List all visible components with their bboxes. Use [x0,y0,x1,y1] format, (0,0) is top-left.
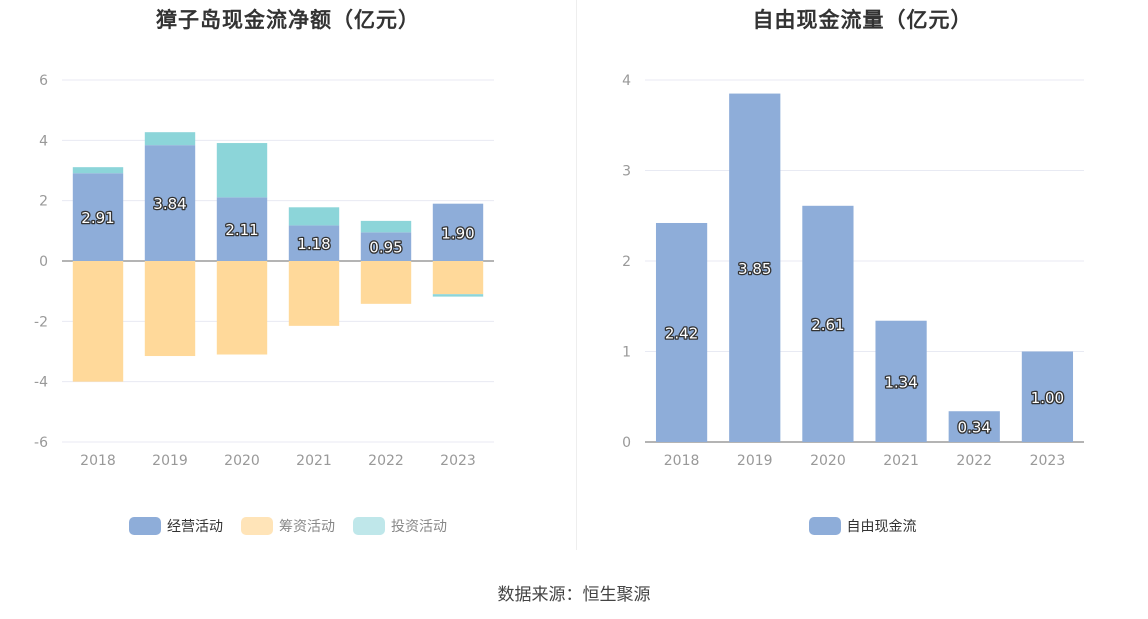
legend-item-operating[interactable]: 经营活动 [129,516,223,536]
x-tick-label: 2022 [956,453,992,469]
bar-financing[interactable] [216,261,268,355]
x-tick-label: 2018 [664,453,700,469]
bar-financing[interactable] [360,261,412,304]
legend-item-investing[interactable]: 投资活动 [353,516,447,536]
bar-data-label: 0.34 [958,419,991,437]
legend-swatch-financing [241,517,273,535]
y-tick-label: 1 [622,345,631,361]
y-tick-label: -4 [34,375,48,391]
x-tick-label: 2022 [368,453,404,469]
legend-label-operating: 经营活动 [167,519,223,535]
legend: 自由现金流 [577,516,1148,536]
y-tick-label: 6 [39,73,48,89]
bar-data-label: 2.61 [811,316,844,334]
bar-data-label: 3.85 [738,260,771,278]
legend-swatch-fcf [808,517,841,535]
y-tick-label: 3 [622,164,631,180]
y-tick-label: 2 [39,194,48,210]
x-tick-label: 2021 [883,453,919,469]
panel-divider [576,0,577,550]
bar-financing[interactable] [288,261,340,326]
bar-fcf[interactable] [802,205,854,442]
bar-data-label: 3.84 [153,195,186,213]
bar-operating[interactable] [72,173,124,261]
bar-data-label: 0.95 [369,239,402,257]
bar-investing[interactable] [288,207,340,226]
bar-operating[interactable] [432,203,484,261]
legend-item-financing[interactable]: 筹资活动 [241,516,335,536]
bar-fcf[interactable] [729,93,781,442]
bar-operating[interactable] [144,145,196,261]
bar-investing[interactable] [72,167,124,174]
chart-title: 自由现金流量（亿元） [752,8,973,32]
legend-label-investing: 投资活动 [391,519,447,535]
x-tick-label: 2023 [1030,453,1066,469]
y-tick-label: 4 [622,73,631,89]
x-tick-label: 2023 [440,453,476,469]
bar-financing[interactable] [72,261,124,382]
bar-financing[interactable] [144,261,196,357]
legend-label-financing: 筹资活动 [279,519,335,535]
legend: 经营活动 筹资活动 投资活动 [0,516,576,536]
y-tick-label: 0 [39,254,48,270]
x-tick-label: 2018 [80,453,116,469]
bar-data-label: 1.34 [884,373,917,391]
bar-data-label: 2.91 [81,209,114,227]
bar-operating[interactable] [360,232,412,261]
data-source: 数据来源：恒生聚源 [497,585,651,605]
y-tick-label: -2 [34,314,48,330]
legend-swatch-investing [353,517,385,535]
x-tick-label: 2019 [737,453,773,469]
x-tick-label: 2020 [224,453,260,469]
bar-operating[interactable] [288,225,340,261]
bar-financing[interactable] [432,261,484,295]
bar-operating[interactable] [216,197,268,261]
legend-item-fcf[interactable]: 自由现金流 [808,516,917,536]
bar-data-label: 1.90 [441,224,474,242]
bar-data-label: 1.18 [297,235,330,253]
bar-investing[interactable] [360,220,412,233]
bar-investing[interactable] [432,294,484,297]
bar-data-label: 2.11 [225,221,258,239]
bar-fcf[interactable] [875,320,927,442]
bar-investing[interactable] [216,143,268,198]
free-cash-flow-chart: 自由现金流量（亿元） 0 1 2 3 4 2018 2019 2020 2021 2022 2023… [577,0,1148,550]
bar-fcf[interactable] [948,411,1000,442]
legend-label-fcf: 自由现金流 [846,519,917,535]
y-tick-label: 4 [39,133,48,149]
legend-swatch-operating [129,517,161,535]
y-tick-label: 0 [622,435,631,451]
y-tick-label: -6 [34,435,48,451]
chart-title: 獐子岛现金流净额（亿元） [156,8,420,32]
cash-flow-net-chart: 獐子岛现金流净额（亿元） -6 -4 -2 0 2 4 6 2018 2019 2020 2021 2… [0,0,576,550]
bar-investing[interactable] [144,132,196,146]
free-cash-flow-plot: 0 1 2 3 4 2018 2019 2020 2021 2022 2023 2.42 3.85 2.6… [622,73,1084,469]
bar-fcf[interactable] [655,222,708,442]
x-tick-label: 2021 [296,453,332,469]
bar-fcf[interactable] [1021,351,1074,443]
x-tick-label: 2020 [810,453,846,469]
bar-data-label: 1.00 [1031,389,1064,407]
bar-data-label: 2.42 [665,324,698,342]
cash-flow-net-plot: -6 -4 -2 0 2 4 6 2018 2019 2020 2021 2022 2023 2.91 3.… [34,73,494,469]
y-tick-label: 2 [622,254,631,270]
x-tick-label: 2019 [152,453,188,469]
